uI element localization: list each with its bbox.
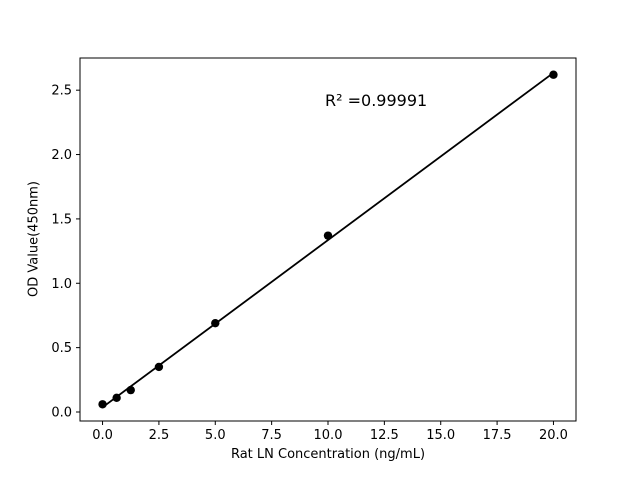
fit-line — [102, 72, 554, 409]
y-tick-label: 1.0 — [51, 277, 72, 292]
x-tick-label: 20.0 — [539, 428, 568, 443]
x-tick-label: 10.0 — [314, 428, 343, 443]
x-axis-label: Rat LN Concentration (ng/mL) — [230, 447, 426, 462]
y-tick-label: 0.5 — [51, 341, 72, 356]
y-tick-label: 1.5 — [51, 212, 72, 227]
data-point-marker — [126, 385, 135, 395]
x-tick-label: 5.0 — [205, 428, 226, 443]
data-point-marker — [154, 362, 164, 372]
y-axis-label: OD Value(450nm) — [26, 181, 42, 297]
x-tick-label: 0.0 — [92, 428, 113, 443]
data-point-marker — [98, 400, 107, 409]
r-squared-annotation: R² =0.99991 — [325, 91, 428, 110]
y-tick-label: 2.5 — [51, 84, 72, 99]
y-tick-label: 0.0 — [51, 405, 72, 420]
x-tick-label: 2.5 — [149, 428, 170, 443]
x-tick-label: 7.5 — [261, 428, 282, 443]
data-point-marker — [112, 393, 121, 403]
y-tick-label: 2.0 — [51, 148, 72, 163]
x-tick-label: 12.5 — [370, 428, 399, 443]
data-point-marker — [211, 318, 220, 328]
data-point-marker — [549, 70, 558, 79]
x-tick-label: 15.0 — [426, 428, 455, 443]
data-point-marker — [323, 231, 333, 240]
x-tick-label: 17.5 — [483, 428, 512, 443]
